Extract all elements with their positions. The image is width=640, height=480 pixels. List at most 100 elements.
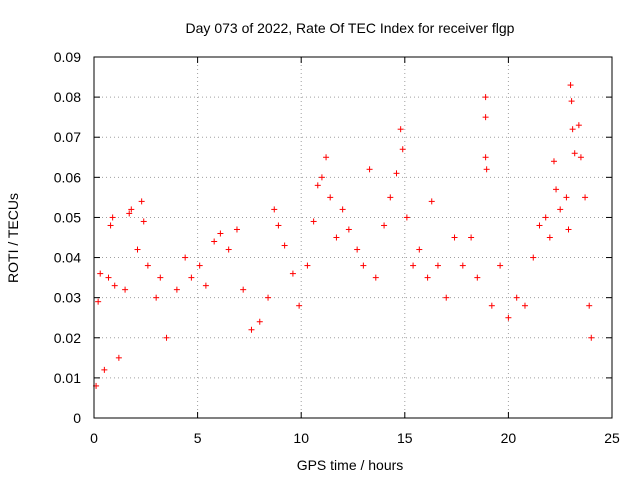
data-points — [93, 82, 595, 389]
y-tick-label: 0.07 — [54, 129, 81, 145]
x-axis-label: GPS time / hours — [297, 457, 404, 473]
data-point — [304, 262, 311, 269]
data-point — [424, 274, 431, 281]
y-tick-label: 0.05 — [54, 209, 81, 225]
data-point — [271, 206, 278, 213]
data-point — [97, 270, 104, 277]
data-point — [144, 262, 151, 269]
data-point — [202, 282, 209, 289]
chart-title: Day 073 of 2022, Rate Of TEC Index for r… — [186, 20, 515, 36]
data-point — [530, 254, 537, 261]
data-point — [354, 246, 361, 253]
x-tick-label: 25 — [604, 430, 620, 446]
y-tick-label: 0.01 — [54, 370, 81, 386]
data-point — [289, 270, 296, 277]
data-point — [468, 234, 475, 241]
data-point — [505, 314, 512, 321]
data-point — [399, 146, 406, 153]
data-point — [483, 166, 490, 173]
data-point — [482, 94, 489, 101]
data-point — [497, 262, 504, 269]
data-point — [122, 286, 129, 293]
data-point — [393, 170, 400, 177]
data-point — [296, 302, 303, 309]
data-point — [323, 154, 330, 161]
y-tick-label: 0.09 — [54, 49, 81, 65]
data-point — [542, 214, 549, 221]
data-point — [536, 222, 543, 229]
data-point — [233, 226, 240, 233]
data-point — [569, 126, 576, 133]
data-point — [225, 246, 232, 253]
data-point — [521, 302, 528, 309]
data-point — [248, 326, 255, 333]
data-point — [217, 230, 224, 237]
data-point — [586, 302, 593, 309]
data-point — [387, 194, 394, 201]
data-point — [163, 334, 170, 341]
y-tick-label: 0.08 — [54, 89, 81, 105]
data-point — [567, 82, 574, 89]
y-tick-label: 0.02 — [54, 330, 81, 346]
data-point — [550, 158, 557, 165]
data-point — [360, 262, 367, 269]
data-point — [240, 286, 247, 293]
y-tick-label: 0.03 — [54, 290, 81, 306]
x-tick-label: 20 — [501, 430, 517, 446]
data-point — [95, 298, 102, 305]
data-point — [333, 234, 340, 241]
data-point — [188, 274, 195, 281]
data-point — [443, 294, 450, 301]
data-point — [372, 274, 379, 281]
data-point — [403, 214, 410, 221]
data-point — [568, 98, 575, 105]
data-point — [482, 114, 489, 121]
data-point — [275, 222, 282, 229]
data-point — [366, 166, 373, 173]
gridlines — [94, 57, 612, 418]
data-point — [459, 262, 466, 269]
data-point — [397, 126, 404, 133]
y-tick-label: 0.04 — [54, 250, 81, 266]
data-point — [105, 274, 112, 281]
data-point — [109, 214, 116, 221]
data-point — [281, 242, 288, 249]
data-point — [563, 194, 570, 201]
x-tick-label: 15 — [397, 430, 413, 446]
y-tick-label: 0.06 — [54, 169, 81, 185]
data-point — [488, 302, 495, 309]
data-point — [345, 226, 352, 233]
y-tick-label: 0 — [73, 410, 81, 426]
data-point — [256, 318, 263, 325]
data-point — [157, 274, 164, 281]
data-point — [553, 186, 560, 193]
data-point — [310, 218, 317, 225]
data-point — [575, 122, 582, 129]
data-point — [339, 206, 346, 213]
data-point — [182, 254, 189, 261]
data-point — [138, 198, 145, 205]
data-point — [318, 174, 325, 181]
data-point — [410, 262, 417, 269]
data-point — [196, 262, 203, 269]
data-point — [173, 286, 180, 293]
data-point — [416, 246, 423, 253]
x-tick-label: 0 — [90, 430, 98, 446]
plot-frame — [93, 56, 613, 419]
data-point — [140, 218, 147, 225]
data-point — [582, 194, 589, 201]
data-point — [126, 210, 133, 217]
data-point — [588, 334, 595, 341]
data-point — [434, 262, 441, 269]
data-point — [557, 206, 564, 213]
data-point — [474, 274, 481, 281]
data-point — [482, 154, 489, 161]
data-point — [451, 234, 458, 241]
data-point — [101, 366, 108, 373]
axis-ticks — [93, 56, 613, 419]
data-point — [153, 294, 160, 301]
data-point — [546, 234, 553, 241]
y-axis-label: ROTI / TECUs — [5, 193, 21, 283]
data-point — [111, 282, 118, 289]
